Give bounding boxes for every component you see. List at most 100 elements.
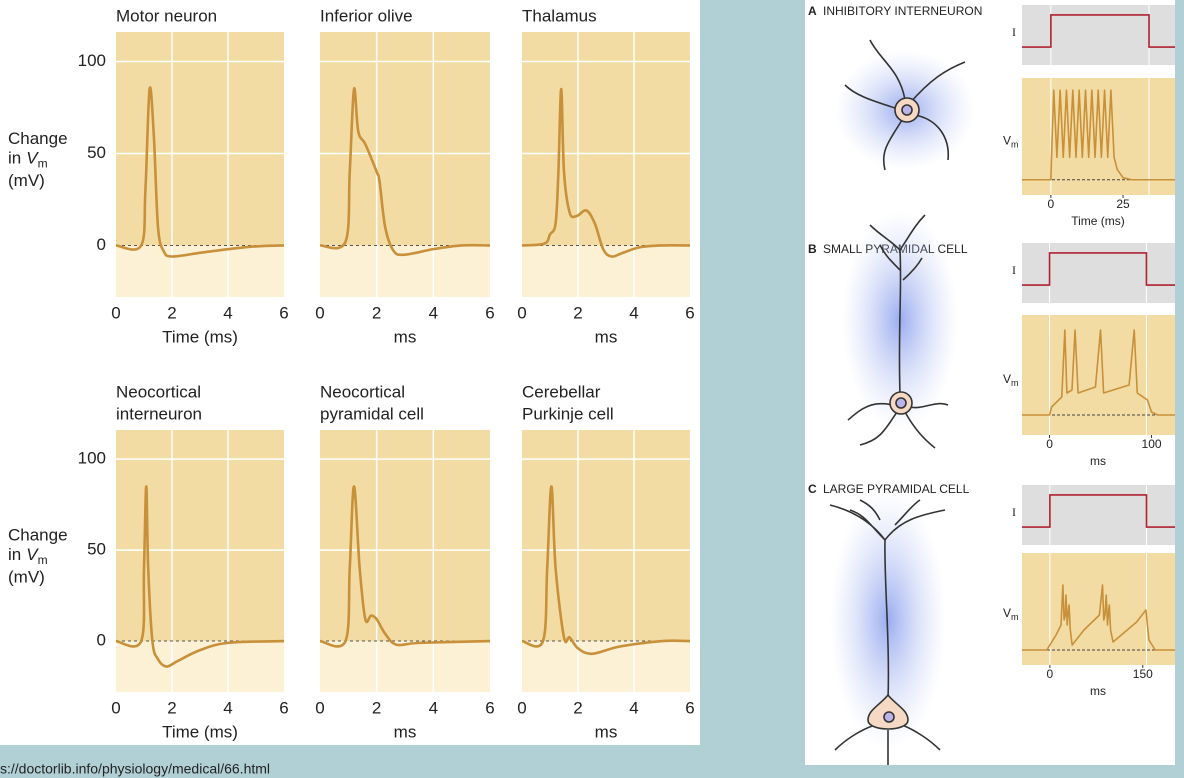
plot-area-lower xyxy=(116,641,284,692)
x-tick-label: 4 xyxy=(429,698,438,717)
voltage-label: Vm xyxy=(1003,606,1019,622)
x-tick-label: 0 xyxy=(111,698,120,717)
x-tick-label: 2 xyxy=(372,303,381,322)
trace xyxy=(521,87,691,258)
y-axis-label: Change xyxy=(8,526,68,545)
x-tick-label: 4 xyxy=(429,303,438,322)
y-axis-label-var: V xyxy=(26,546,39,565)
x-tick-label: 6 xyxy=(279,303,288,322)
plot-area-lower xyxy=(522,641,690,692)
y-tick-label: 100 xyxy=(78,51,106,70)
y-axis-label-part: in xyxy=(8,546,21,565)
x-tick-label: 6 xyxy=(279,698,288,717)
x-axis-label: ms xyxy=(595,722,618,741)
panel-title: LARGE PYRAMIDAL CELL xyxy=(823,482,970,496)
voltage-area xyxy=(1022,315,1175,435)
panel-title: Motor neuron xyxy=(116,6,217,25)
x-tick-label: 0 xyxy=(1046,437,1053,451)
x-tick-label: 6 xyxy=(685,303,694,322)
voltage-area xyxy=(1022,553,1175,665)
panel-letter: A xyxy=(808,4,817,18)
voltage-trace xyxy=(1022,89,1175,181)
x-tick-label: 0 xyxy=(315,303,324,322)
panel-title: Thalamus xyxy=(522,6,597,25)
y-tick-label: 100 xyxy=(78,449,106,468)
y-axis-label: (mV) xyxy=(8,568,45,587)
y-tick-label: 0 xyxy=(97,235,106,254)
x-tick-label: 4 xyxy=(629,698,638,717)
trace xyxy=(115,485,285,668)
x-axis-label: Time (ms) xyxy=(1071,214,1125,228)
voltage-label: Vm xyxy=(1003,372,1019,388)
voltage-label-sub: m xyxy=(1011,378,1019,388)
x-tick-label: 4 xyxy=(223,303,232,322)
x-tick-label: 150 xyxy=(1133,667,1153,681)
plot-area-upper xyxy=(522,32,690,246)
y-axis-label-sub: m xyxy=(38,157,48,171)
x-tick-label: 0 xyxy=(517,303,526,322)
x-tick-label: 6 xyxy=(485,698,494,717)
y-axis-label-part: in xyxy=(8,149,21,168)
voltage-label-sub: m xyxy=(1011,612,1019,622)
x-tick-label: 25 xyxy=(1116,197,1130,211)
x-tick-label: 4 xyxy=(629,303,638,322)
x-tick-label: 0 xyxy=(1048,197,1055,211)
x-tick-label: 2 xyxy=(167,698,176,717)
panel-title: Neocortical xyxy=(116,382,201,401)
voltage-label: Vm xyxy=(1003,134,1019,150)
trace xyxy=(521,485,691,656)
x-tick-label: 0 xyxy=(315,698,324,717)
x-tick-label: 6 xyxy=(485,303,494,322)
y-axis-label-sub: m xyxy=(38,553,48,567)
current-area xyxy=(1022,485,1175,545)
plot-area-upper xyxy=(116,430,284,642)
panel-title: Inferior olive xyxy=(320,6,413,25)
x-tick-label: 2 xyxy=(372,698,381,717)
x-tick-label: 2 xyxy=(573,303,582,322)
x-axis-label: Time (ms) xyxy=(162,722,238,741)
plot-area-upper xyxy=(320,430,490,642)
x-tick-label: 100 xyxy=(1142,437,1162,451)
x-tick-label: 2 xyxy=(573,698,582,717)
plot-area-lower xyxy=(320,641,490,692)
plot-area-upper xyxy=(116,32,284,246)
voltage-label-var: V xyxy=(1003,606,1011,620)
source-caption: s://doctorlib.info/physiology/medical/66… xyxy=(0,761,270,777)
y-tick-label: 50 xyxy=(87,540,106,559)
y-axis-label: in Vm xyxy=(8,149,48,171)
voltage-label-var: V xyxy=(1003,372,1011,386)
voltage-trace xyxy=(1022,584,1175,651)
voltage-label-sub: m xyxy=(1011,140,1019,150)
current-trace xyxy=(1022,14,1175,48)
panel-letter: B xyxy=(808,242,817,256)
x-axis-label: Time (ms) xyxy=(162,327,238,346)
x-axis-label: ms xyxy=(595,327,618,346)
x-tick-label: 0 xyxy=(517,698,526,717)
y-axis-label: (mV) xyxy=(8,171,45,190)
panel-title: Neocortical xyxy=(320,382,405,401)
x-tick-label: 2 xyxy=(167,303,176,322)
plot-area-lower xyxy=(320,245,490,297)
x-axis-label: ms xyxy=(1090,684,1106,698)
panel-letter: C xyxy=(808,482,817,496)
y-tick-label: 50 xyxy=(87,143,106,162)
current-label: I xyxy=(1012,505,1016,519)
plot-area-upper xyxy=(320,32,490,246)
neuron-drawings xyxy=(829,39,975,765)
trace xyxy=(319,485,491,648)
y-axis-label-var: V xyxy=(26,149,39,168)
current-area xyxy=(1022,5,1175,65)
y-axis-label: Change xyxy=(8,129,68,148)
voltage-label-var: V xyxy=(1003,134,1011,148)
panel-title: interneuron xyxy=(116,404,202,423)
x-tick-label: 6 xyxy=(685,698,694,717)
current-label: I xyxy=(1012,263,1016,277)
panel-title: Purkinje cell xyxy=(522,404,614,423)
trace xyxy=(115,86,285,258)
y-tick-label: 0 xyxy=(97,631,106,650)
trace xyxy=(319,87,491,257)
panel-title: INHIBITORY INTERNEURON xyxy=(823,4,982,18)
